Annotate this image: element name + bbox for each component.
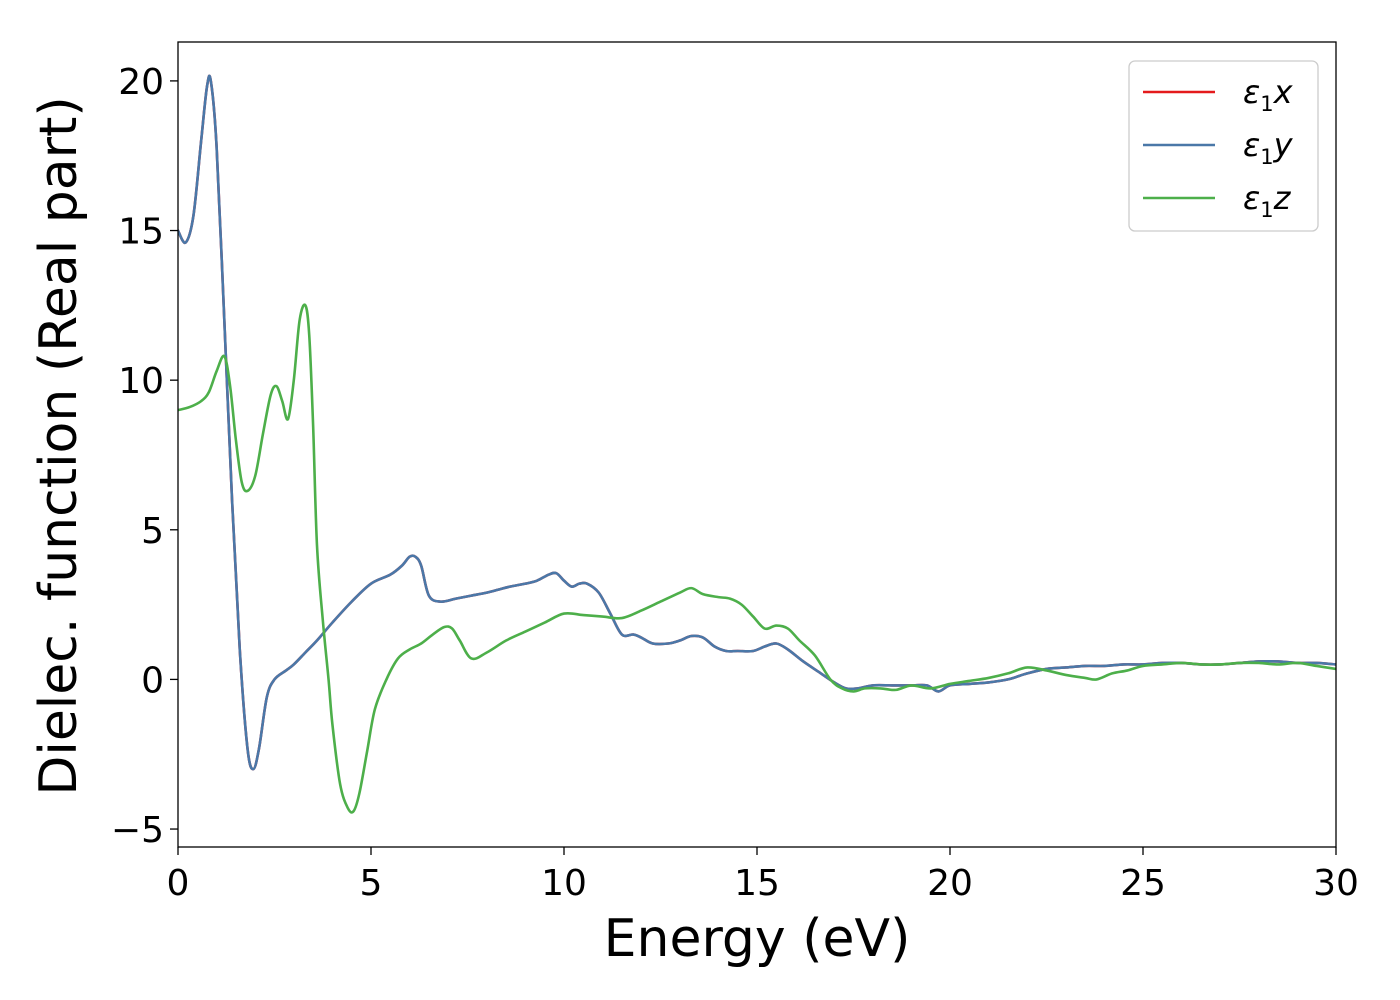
legend-frame — [1128, 60, 1319, 232]
legend-label-z: ε1z — [1243, 179, 1292, 222]
legend-label-x: ε1x — [1243, 73, 1294, 116]
plot-lines — [178, 74, 1336, 814]
legend: ε1x ε1y ε1z — [1128, 60, 1319, 232]
x-tick-label: 20 — [927, 863, 973, 904]
x-tick-label: 25 — [1120, 863, 1166, 904]
x-axis-ticks: 0 5 10 15 20 25 30 — [167, 847, 1359, 904]
x-tick-label: 15 — [734, 863, 780, 904]
legend-entries: ε1x ε1y ε1z — [1143, 73, 1294, 222]
y-axis-label: Dielec. function (Real part) — [29, 96, 89, 795]
y-axis-ticks: −5 0 5 10 15 20 — [111, 62, 178, 851]
x-axis-label: Energy (eV) — [604, 909, 911, 969]
y-tick-label: 5 — [141, 511, 164, 552]
y-tick-label: −5 — [111, 810, 164, 851]
x-tick-label: 10 — [541, 863, 587, 904]
x-tick-label: 0 — [167, 863, 190, 904]
series-line-z — [178, 303, 1336, 814]
legend-label-y: ε1y — [1243, 126, 1294, 169]
x-tick-label: 30 — [1313, 863, 1359, 904]
y-tick-label: 20 — [118, 62, 164, 103]
y-tick-label: 15 — [118, 212, 164, 253]
y-tick-label: 0 — [141, 660, 164, 701]
x-tick-label: 5 — [360, 863, 383, 904]
y-tick-label: 10 — [118, 361, 164, 402]
